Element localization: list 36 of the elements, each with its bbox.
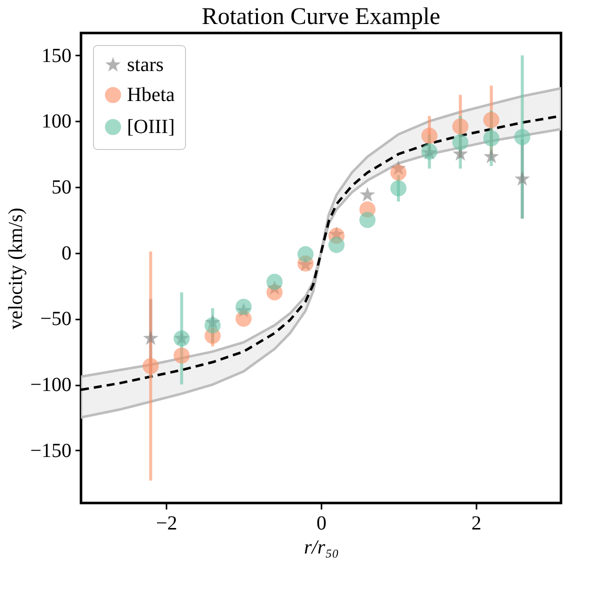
point — [297, 246, 314, 262]
x-tick-label: 2 — [471, 512, 482, 534]
point — [204, 317, 221, 334]
point — [483, 130, 500, 146]
y-axis-title: velocity (km/s) — [5, 208, 28, 330]
point — [390, 164, 406, 181]
y-tick-label: 0 — [62, 242, 72, 264]
point — [174, 348, 190, 364]
y-tick-label: 100 — [42, 110, 72, 133]
point — [514, 128, 530, 146]
x-tick-label: −2 — [156, 512, 178, 534]
point — [142, 358, 159, 374]
point — [143, 330, 158, 345]
chart-title: Rotation Curve Example — [202, 4, 440, 30]
point — [390, 180, 406, 196]
legend-label: [OIII] — [127, 116, 175, 138]
point — [452, 118, 468, 135]
point — [360, 186, 376, 202]
point — [421, 128, 438, 144]
point — [236, 298, 252, 315]
y-tick-label: −100 — [30, 374, 72, 396]
point — [328, 236, 345, 254]
point — [484, 148, 499, 164]
y-tick-label: −50 — [40, 308, 72, 330]
x-axis-title: r/r₅₀ — [304, 536, 340, 558]
y-tick-label: −150 — [30, 440, 72, 462]
point — [483, 112, 500, 128]
point — [266, 274, 283, 290]
y-tick-label: 50 — [52, 176, 72, 199]
y-tick-label: 150 — [42, 44, 72, 67]
point — [359, 212, 376, 228]
point — [452, 134, 468, 150]
legend-label: Hbeta — [127, 84, 175, 106]
point — [514, 171, 530, 186]
x-tick-label: 0 — [316, 512, 326, 534]
legend-label: stars — [127, 54, 164, 76]
